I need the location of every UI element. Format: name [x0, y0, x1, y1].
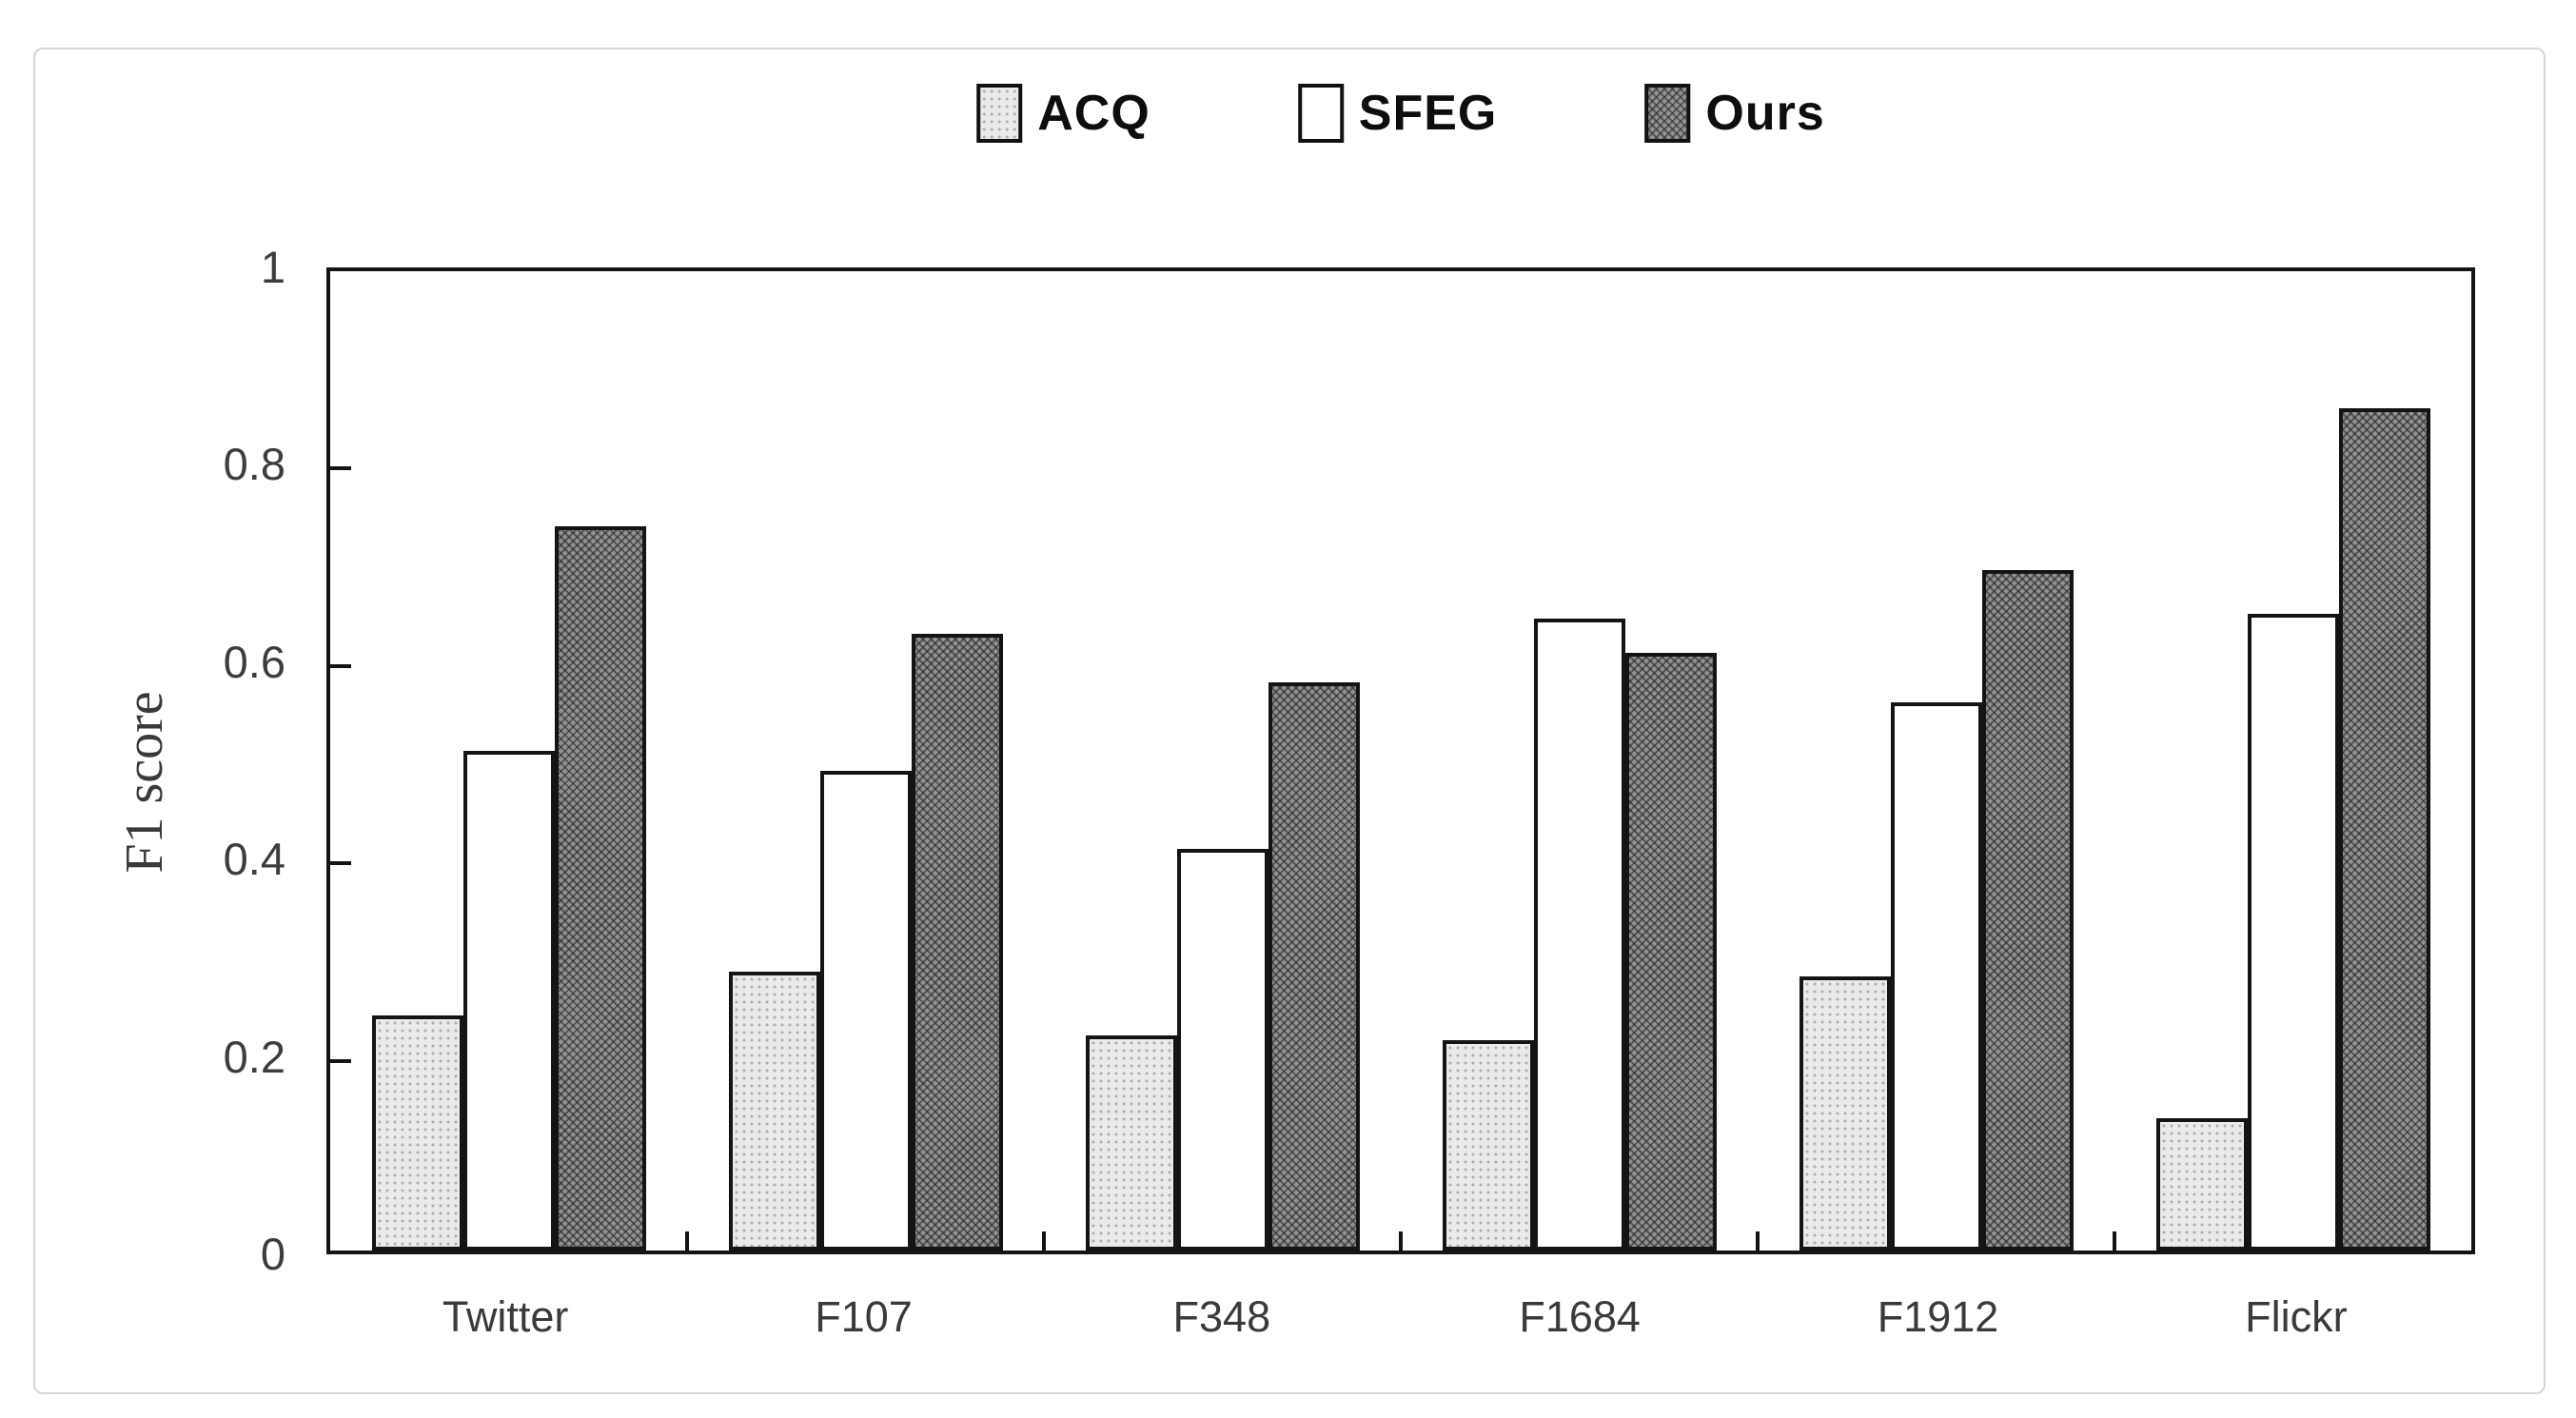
bar-ours-f1684 [1624, 653, 1717, 1251]
bar-group-flickr [2114, 271, 2471, 1251]
y-tick-mark [330, 1058, 351, 1063]
bar-group-twitter [330, 271, 687, 1251]
y-tick-mark [330, 663, 351, 668]
bar-ours-f348 [1268, 682, 1360, 1251]
legend-item-ours: Ours [1644, 84, 1824, 143]
y-tick-label: 0.6 [223, 636, 285, 687]
legend-swatch-sfeg [1297, 84, 1344, 143]
bar-group-f1912 [1758, 271, 2114, 1251]
y-tick-mark [330, 466, 351, 471]
legend-item-sfeg: SFEG [1297, 84, 1498, 143]
bar-group-f348 [1044, 271, 1401, 1251]
x-tick-mark [684, 1231, 689, 1251]
legend-label: ACQ [1037, 86, 1150, 141]
bar-acq-f107 [728, 971, 820, 1251]
x-tick-mark [1755, 1231, 1760, 1251]
category-label-f1912: F1912 [1877, 1292, 1999, 1341]
category-label-f107: F107 [815, 1292, 913, 1341]
bar-sfeg-f1684 [1533, 619, 1625, 1251]
plot-area [326, 267, 2475, 1254]
x-tick-mark [1041, 1231, 1046, 1251]
legend-item-acq: ACQ [976, 84, 1150, 143]
bar-ours-f1912 [1981, 569, 2074, 1251]
y-tick-mark [330, 861, 351, 866]
bar-acq-twitter [371, 1015, 463, 1251]
bar-sfeg-f1912 [1890, 701, 1982, 1251]
category-label-flickr: Flickr [2245, 1292, 2348, 1341]
bar-ours-f107 [911, 633, 1003, 1251]
legend-swatch-ours [1644, 84, 1691, 143]
y-tick-label: 0 [260, 1229, 285, 1279]
category-label-f1684: F1684 [1519, 1292, 1641, 1341]
bar-sfeg-f348 [1176, 849, 1268, 1251]
bar-ours-flickr [2338, 408, 2430, 1251]
x-tick-mark [1399, 1231, 1403, 1251]
y-tick-label: 0.2 [223, 1031, 285, 1082]
bar-acq-f348 [1085, 1034, 1177, 1251]
bar-group-f107 [687, 271, 1044, 1251]
bar-group-f1684 [1401, 271, 1758, 1251]
legend-swatch-acq [976, 84, 1023, 143]
y-tick-label: 0.4 [223, 834, 285, 885]
bar-sfeg-flickr [2247, 614, 2339, 1251]
bar-acq-flickr [2155, 1118, 2248, 1251]
legend-label: Ours [1705, 86, 1825, 141]
category-label-twitter: Twitter [442, 1292, 569, 1341]
bar-acq-f1684 [1442, 1039, 1534, 1251]
bar-acq-f1912 [1799, 975, 1891, 1251]
y-tick-label: 0.8 [223, 439, 285, 490]
chart-legend: ACQ SFEG Ours [976, 84, 1825, 143]
category-label-f348: F348 [1172, 1292, 1271, 1341]
y-tick-label: 1 [260, 242, 285, 292]
bar-sfeg-twitter [462, 751, 555, 1251]
bar-sfeg-f107 [819, 770, 912, 1251]
x-tick-mark [2113, 1231, 2116, 1251]
legend-label: SFEG [1358, 86, 1498, 141]
bar-ours-twitter [554, 525, 646, 1251]
